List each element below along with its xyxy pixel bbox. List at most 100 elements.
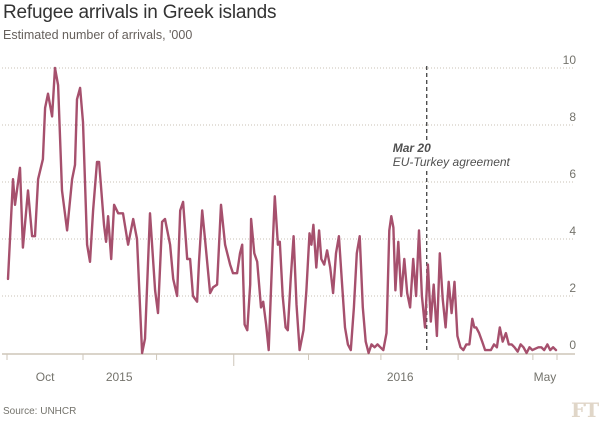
data-point bbox=[412, 258, 414, 260]
data-point bbox=[502, 340, 504, 342]
data-point bbox=[478, 332, 480, 334]
data-point bbox=[277, 244, 279, 246]
data-point bbox=[465, 343, 467, 345]
data-point bbox=[392, 226, 394, 228]
data-point bbox=[92, 209, 94, 211]
data-point bbox=[318, 229, 320, 231]
data-point bbox=[493, 343, 495, 345]
data-point bbox=[453, 281, 455, 283]
data-point bbox=[433, 283, 435, 285]
data-point bbox=[262, 301, 264, 303]
data-point bbox=[308, 232, 310, 234]
data-point bbox=[74, 164, 76, 166]
data-point bbox=[350, 349, 352, 351]
data-point bbox=[295, 303, 297, 305]
data-point bbox=[382, 349, 384, 351]
data-point bbox=[164, 218, 166, 220]
x-tick-label: 2015 bbox=[106, 370, 133, 384]
data-point bbox=[27, 189, 29, 191]
data-point bbox=[12, 178, 14, 180]
data-point bbox=[256, 261, 258, 263]
data-point bbox=[537, 346, 539, 348]
data-point bbox=[292, 235, 294, 237]
data-point bbox=[66, 229, 68, 231]
data-point bbox=[517, 350, 519, 352]
data-point bbox=[510, 343, 512, 345]
data-point bbox=[141, 352, 143, 354]
data-point bbox=[323, 263, 325, 265]
data-point bbox=[376, 343, 378, 345]
data-point bbox=[315, 266, 317, 268]
data-point bbox=[105, 241, 107, 243]
data-point bbox=[496, 346, 498, 348]
data-point bbox=[490, 349, 492, 351]
data-point bbox=[484, 349, 486, 351]
y-tick-label: 8 bbox=[569, 110, 576, 124]
data-point bbox=[96, 161, 98, 163]
data-point bbox=[430, 320, 432, 322]
line-chart: 0 2 4 6 8 10 Oct 2015 2016 May Mar 20 EU-Turkey … bbox=[2, 53, 577, 384]
data-point bbox=[370, 343, 372, 345]
data-point bbox=[397, 241, 399, 243]
data-point bbox=[379, 346, 381, 348]
data-point bbox=[279, 241, 281, 243]
data-point bbox=[216, 283, 218, 285]
data-point bbox=[71, 178, 73, 180]
data-point bbox=[394, 289, 396, 291]
x-axis: Oct 2015 2016 May bbox=[2, 353, 575, 384]
data-point bbox=[528, 346, 530, 348]
x-tick-label: Oct bbox=[36, 370, 55, 384]
annotation-date: Mar 20 bbox=[393, 141, 431, 155]
data-point bbox=[154, 289, 156, 291]
data-point bbox=[169, 244, 171, 246]
y-tick-label: 0 bbox=[569, 338, 576, 352]
data-point bbox=[290, 278, 292, 280]
chart-subtitle: Estimated number of arrivals, '000 bbox=[3, 28, 193, 42]
data-point bbox=[305, 289, 307, 291]
data-point bbox=[79, 87, 81, 89]
data-point bbox=[57, 84, 59, 86]
data-point bbox=[14, 204, 16, 206]
data-point bbox=[436, 335, 438, 337]
data-point bbox=[373, 346, 375, 348]
data-point bbox=[320, 258, 322, 260]
data-point bbox=[310, 244, 312, 246]
data-point bbox=[172, 278, 174, 280]
data-point bbox=[122, 212, 124, 214]
data-point bbox=[54, 67, 56, 69]
data-point bbox=[201, 209, 203, 211]
y-axis-labels: 0 2 4 6 8 10 bbox=[563, 53, 577, 352]
data-point bbox=[243, 323, 245, 325]
data-point bbox=[204, 238, 206, 240]
y-tick-label: 6 bbox=[569, 167, 576, 181]
data-point bbox=[347, 343, 349, 345]
data-point bbox=[409, 306, 411, 308]
data-point bbox=[540, 346, 542, 348]
data-point bbox=[338, 235, 340, 237]
ft-logo: FT bbox=[571, 398, 599, 422]
data-point bbox=[543, 349, 545, 351]
data-point bbox=[312, 224, 314, 226]
data-point bbox=[7, 278, 9, 280]
annotation-text: EU-Turkey agreement bbox=[393, 155, 511, 169]
data-point bbox=[89, 261, 91, 263]
data-point bbox=[189, 258, 191, 260]
data-point bbox=[209, 292, 211, 294]
data-point bbox=[513, 346, 515, 348]
data-point bbox=[182, 201, 184, 203]
data-point bbox=[224, 244, 226, 246]
data-point bbox=[220, 204, 222, 206]
data-point bbox=[22, 246, 24, 248]
y-tick-label: 2 bbox=[569, 281, 576, 295]
data-point bbox=[107, 215, 109, 217]
data-point bbox=[459, 346, 461, 348]
data-point bbox=[519, 343, 521, 345]
data-point bbox=[198, 261, 200, 263]
data-point bbox=[302, 329, 304, 331]
data-point bbox=[250, 218, 252, 220]
data-point bbox=[335, 252, 337, 254]
data-point bbox=[51, 115, 53, 117]
data-point bbox=[362, 306, 364, 308]
data-point bbox=[98, 161, 100, 163]
data-point bbox=[253, 252, 255, 254]
